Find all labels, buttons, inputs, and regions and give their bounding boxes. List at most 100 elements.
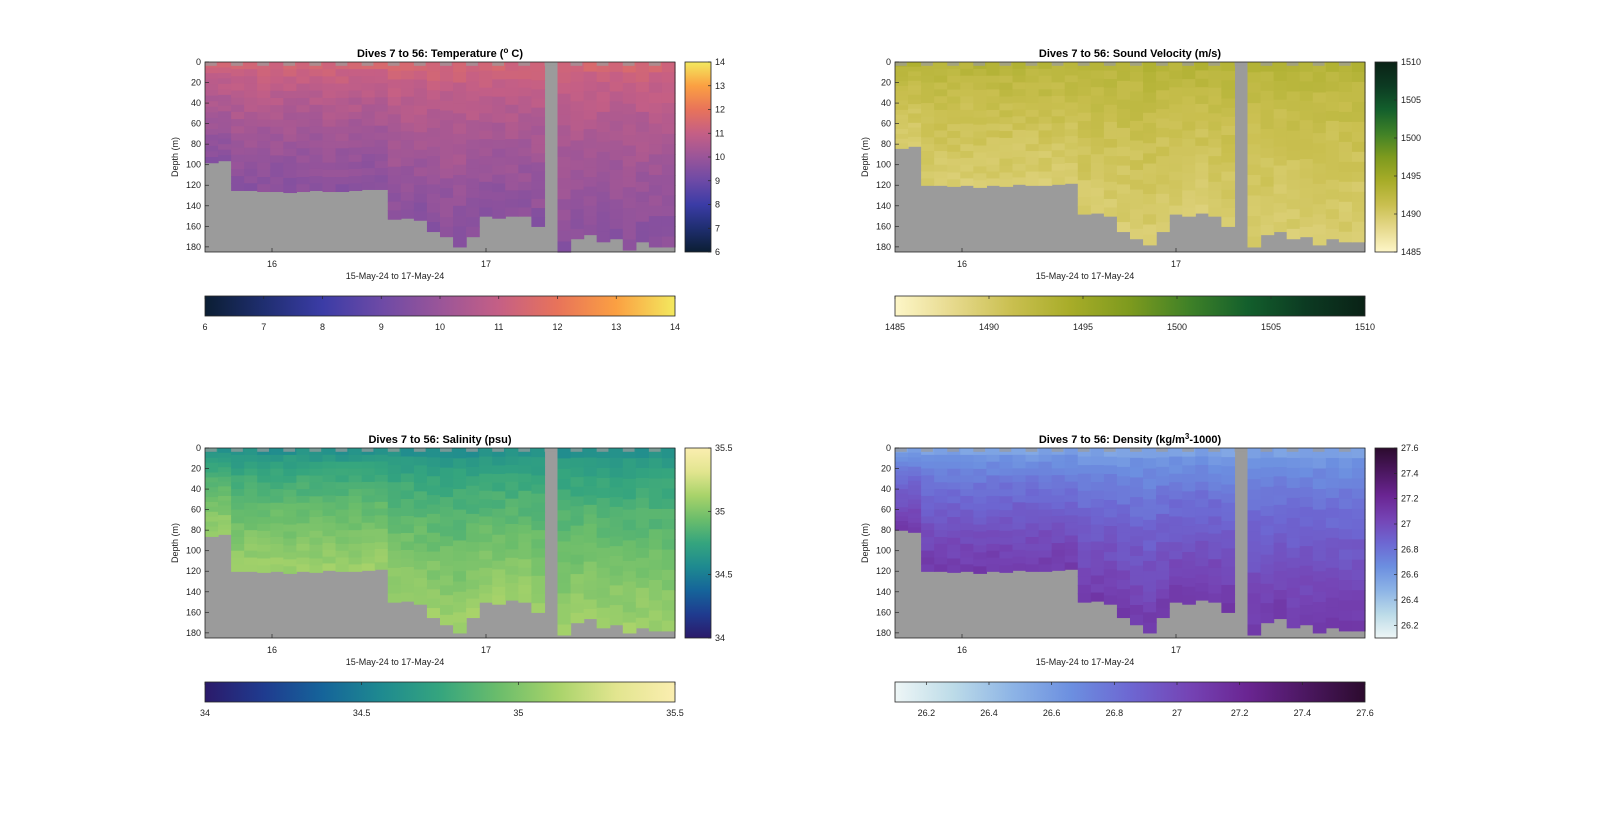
data-cell bbox=[583, 533, 598, 544]
data-cell bbox=[622, 93, 637, 105]
surface-gap bbox=[1130, 448, 1142, 452]
data-cell bbox=[492, 114, 506, 124]
data-cell bbox=[1195, 540, 1209, 550]
data-cell bbox=[1156, 193, 1170, 204]
data-cell bbox=[1325, 120, 1340, 132]
data-cell bbox=[583, 476, 598, 487]
data-cell bbox=[895, 525, 909, 531]
data-cell bbox=[1025, 109, 1040, 118]
data-cell bbox=[374, 468, 389, 476]
data-cell bbox=[648, 448, 663, 459]
data-cell bbox=[1051, 522, 1066, 531]
data-cell bbox=[218, 138, 232, 145]
data-cell bbox=[1286, 597, 1301, 609]
data-cell bbox=[986, 62, 1001, 70]
surface-gap bbox=[999, 62, 1012, 66]
data-cell bbox=[296, 502, 311, 511]
data-cell bbox=[1103, 147, 1118, 157]
data-cell bbox=[374, 97, 389, 106]
data-cell bbox=[1064, 522, 1079, 530]
data-cell bbox=[400, 482, 415, 492]
data-cell bbox=[1130, 614, 1144, 626]
data-cell bbox=[1143, 173, 1157, 185]
data-cell bbox=[1156, 608, 1170, 619]
data-cell bbox=[1351, 448, 1366, 459]
data-cell bbox=[583, 466, 598, 478]
data-cell bbox=[622, 239, 637, 251]
data-cell bbox=[309, 517, 324, 525]
data-cell bbox=[296, 461, 311, 470]
data-cell bbox=[934, 530, 948, 538]
horizontal-colorbar-tick-label: 1495 bbox=[1073, 322, 1093, 332]
data-cell bbox=[1090, 482, 1105, 492]
data-cell bbox=[1338, 620, 1353, 632]
data-cell bbox=[570, 525, 585, 536]
data-cell bbox=[283, 482, 297, 491]
data-cell bbox=[1103, 552, 1118, 562]
data-cell bbox=[921, 89, 935, 97]
data-cell bbox=[1077, 576, 1092, 586]
data-cell bbox=[413, 141, 428, 151]
data-cell bbox=[218, 127, 232, 134]
data-cell bbox=[648, 600, 663, 612]
data-cell bbox=[622, 550, 637, 562]
data-cell bbox=[1025, 516, 1040, 524]
surface-gap bbox=[231, 62, 243, 66]
data-cell bbox=[426, 551, 441, 562]
data-cell bbox=[466, 523, 480, 534]
data-cell bbox=[322, 481, 337, 490]
data-cell bbox=[400, 550, 415, 560]
data-cell bbox=[934, 468, 948, 476]
data-cell bbox=[1130, 160, 1144, 171]
y-axis-label: Depth (m) bbox=[170, 523, 180, 563]
data-cell bbox=[1169, 70, 1183, 80]
data-cell bbox=[453, 458, 467, 470]
data-cell bbox=[661, 82, 676, 94]
data-cell bbox=[400, 448, 415, 458]
data-cell bbox=[947, 461, 961, 470]
surface-gap bbox=[1260, 448, 1273, 452]
data-cell bbox=[921, 96, 935, 104]
data-cell bbox=[1116, 504, 1131, 515]
data-cell bbox=[453, 499, 467, 511]
data-cell bbox=[335, 482, 350, 490]
data-cell bbox=[622, 540, 637, 552]
data-cell bbox=[270, 454, 284, 463]
data-cell bbox=[283, 112, 297, 121]
data-cell bbox=[531, 198, 546, 209]
data-cell bbox=[244, 475, 258, 483]
data-cell bbox=[231, 454, 245, 463]
data-cell bbox=[479, 62, 493, 72]
data-cell bbox=[296, 448, 311, 456]
data-cell bbox=[921, 509, 935, 518]
data-cell bbox=[1143, 224, 1157, 236]
data-cell bbox=[531, 171, 546, 182]
data-cell bbox=[1247, 123, 1262, 135]
data-cell bbox=[947, 75, 961, 84]
data-cell bbox=[1195, 448, 1209, 458]
data-cell bbox=[374, 474, 389, 483]
data-cell bbox=[1090, 112, 1105, 122]
data-cell bbox=[895, 90, 909, 97]
data-cell bbox=[1012, 177, 1027, 185]
data-cell bbox=[1286, 228, 1301, 240]
data-cell bbox=[1156, 495, 1170, 506]
data-cell bbox=[453, 478, 467, 490]
horizontal-colorbar-tick-label: 6 bbox=[202, 322, 207, 332]
colorbar-tick-label: 12 bbox=[715, 105, 725, 115]
data-cell bbox=[231, 119, 245, 127]
data-cell bbox=[1090, 78, 1105, 88]
data-cell bbox=[1182, 543, 1196, 553]
data-cell bbox=[361, 175, 376, 183]
data-cell bbox=[1195, 490, 1209, 500]
data-cell bbox=[531, 584, 546, 595]
data-cell bbox=[231, 550, 245, 559]
data-cell bbox=[1260, 545, 1275, 556]
data-cell bbox=[335, 162, 350, 171]
data-cell bbox=[348, 468, 363, 476]
data-cell bbox=[1130, 101, 1144, 112]
data-cell bbox=[309, 523, 324, 532]
data-cell bbox=[1038, 461, 1053, 470]
data-cell bbox=[400, 507, 415, 517]
data-cell bbox=[1077, 584, 1092, 595]
